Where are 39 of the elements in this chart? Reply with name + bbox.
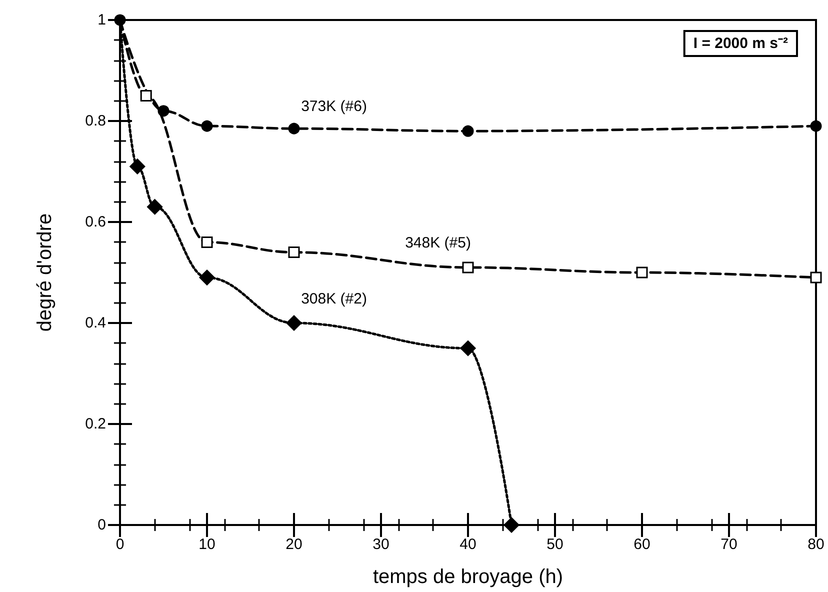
x-tick-label: 30 (372, 536, 390, 553)
y-axis-title: degré d'ordre (34, 213, 56, 332)
x-tick-label: 50 (546, 536, 564, 553)
y-tick-label: 0.8 (85, 112, 106, 130)
point (460, 340, 476, 356)
series-label: 373K (#6) (301, 98, 367, 115)
y-tick-label: 0 (98, 516, 106, 534)
x-tick-label: 40 (460, 536, 476, 553)
point (810, 120, 822, 132)
point (114, 14, 126, 26)
annotation: I = 2000 m s⁻² (693, 35, 788, 52)
point (201, 236, 213, 248)
x-tick-label: 60 (634, 536, 650, 553)
series-label: 308K (#2) (301, 290, 367, 308)
y-tick-label: 0.6 (85, 214, 106, 230)
y-tick-label: 1 (98, 12, 106, 28)
point (288, 246, 300, 258)
y-tick-label: 0.2 (85, 416, 106, 432)
point (636, 266, 648, 278)
x-tick-label: 10 (198, 536, 216, 553)
point (158, 105, 170, 117)
x-tick-label: 20 (286, 536, 302, 553)
point (462, 262, 474, 274)
point (504, 517, 520, 533)
point (810, 272, 822, 284)
point (288, 122, 300, 134)
point (286, 315, 302, 331)
point (147, 199, 163, 215)
series-label: 348K (#5) (405, 234, 471, 252)
point (199, 270, 215, 286)
point (130, 158, 146, 174)
point (462, 125, 474, 137)
x-axis-title: temps de broyage (h) (372, 566, 564, 588)
y-tick-label: 0.4 (85, 314, 106, 332)
point (140, 90, 152, 102)
x-tick-label: 70 (720, 536, 738, 553)
x-tick-label: 0 (116, 536, 124, 553)
x-tick-label: 80 (808, 536, 824, 553)
point (201, 120, 213, 132)
